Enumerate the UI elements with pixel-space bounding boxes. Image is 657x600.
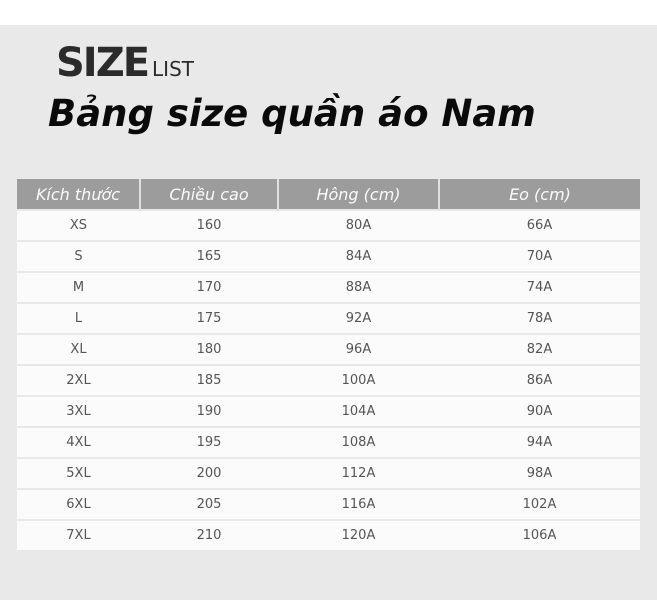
cell-height: 160	[140, 209, 278, 241]
cell-hip: 96A	[278, 333, 439, 365]
cell-height: 180	[140, 333, 278, 365]
cell-size: 2XL	[17, 364, 140, 396]
cell-waist: 90A	[439, 395, 640, 427]
cell-waist: 94A	[439, 426, 640, 458]
cell-hip: 108A	[278, 426, 439, 458]
cell-waist: 66A	[439, 209, 640, 241]
table-row: 6XL 205 116A 102A	[17, 488, 640, 520]
header-height: Chiều cao	[139, 179, 278, 210]
cell-hip: 88A	[278, 271, 439, 303]
cell-size: XS	[17, 209, 140, 241]
header-waist: Eo (cm)	[438, 179, 640, 210]
table-header-row: Kích thước Chiều cao Hông (cm) Eo (cm)	[17, 179, 640, 210]
header-size: Kích thước	[17, 179, 140, 210]
cell-hip: 100A	[278, 364, 439, 396]
cell-height: 190	[140, 395, 278, 427]
cell-waist: 98A	[439, 457, 640, 489]
cell-waist: 82A	[439, 333, 640, 365]
table-row: XS 160 80A 66A	[17, 209, 640, 241]
cell-size: L	[17, 302, 140, 334]
cell-hip: 116A	[278, 488, 439, 520]
cell-size: 7XL	[17, 519, 140, 550]
table-row: L 175 92A 78A	[17, 302, 640, 334]
cell-size: M	[17, 271, 140, 303]
table-row: 3XL 190 104A 90A	[17, 395, 640, 427]
cell-height: 165	[140, 240, 278, 272]
cell-size: 6XL	[17, 488, 140, 520]
cell-waist: 102A	[439, 488, 640, 520]
cell-hip: 104A	[278, 395, 439, 427]
cell-height: 210	[140, 519, 278, 550]
header-hip: Hông (cm)	[277, 179, 439, 210]
table-row: S 165 84A 70A	[17, 240, 640, 272]
cell-size: 4XL	[17, 426, 140, 458]
brand-logo: SIZE LIST	[56, 40, 194, 86]
table-row: 4XL 195 108A 94A	[17, 426, 640, 458]
cell-waist: 106A	[439, 519, 640, 550]
cell-waist: 78A	[439, 302, 640, 334]
table-row: 2XL 185 100A 86A	[17, 364, 640, 396]
cell-height: 175	[140, 302, 278, 334]
cell-size: XL	[17, 333, 140, 365]
cell-size: 5XL	[17, 457, 140, 489]
cell-hip: 120A	[278, 519, 439, 550]
cell-waist: 70A	[439, 240, 640, 272]
table-row: 7XL 210 120A 106A	[17, 519, 640, 550]
cell-hip: 92A	[278, 302, 439, 334]
size-table: Kích thước Chiều cao Hông (cm) Eo (cm) X…	[17, 179, 640, 550]
cell-hip: 84A	[278, 240, 439, 272]
cell-size: S	[17, 240, 140, 272]
page-title: Bảng size quần áo Nam	[48, 92, 536, 135]
cell-height: 200	[140, 457, 278, 489]
table-row: XL 180 96A 82A	[17, 333, 640, 365]
cell-hip: 80A	[278, 209, 439, 241]
brand-list: LIST	[152, 57, 194, 81]
cell-height: 195	[140, 426, 278, 458]
cell-height: 185	[140, 364, 278, 396]
table-row: M 170 88A 74A	[17, 271, 640, 303]
cell-waist: 86A	[439, 364, 640, 396]
cell-height: 170	[140, 271, 278, 303]
cell-size: 3XL	[17, 395, 140, 427]
cell-waist: 74A	[439, 271, 640, 303]
table-row: 5XL 200 112A 98A	[17, 457, 640, 489]
brand-size: SIZE	[56, 40, 150, 86]
cell-hip: 112A	[278, 457, 439, 489]
cell-height: 205	[140, 488, 278, 520]
